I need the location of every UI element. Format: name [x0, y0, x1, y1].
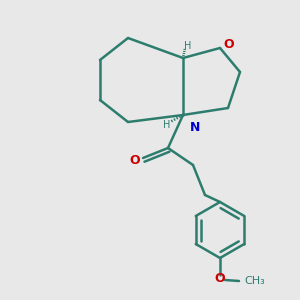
Text: CH₃: CH₃ — [244, 276, 265, 286]
Text: O: O — [215, 272, 225, 286]
Text: H: H — [184, 41, 192, 51]
Text: O: O — [130, 154, 140, 167]
Text: O: O — [223, 38, 234, 52]
Text: H: H — [163, 120, 171, 130]
Text: N: N — [190, 121, 200, 134]
